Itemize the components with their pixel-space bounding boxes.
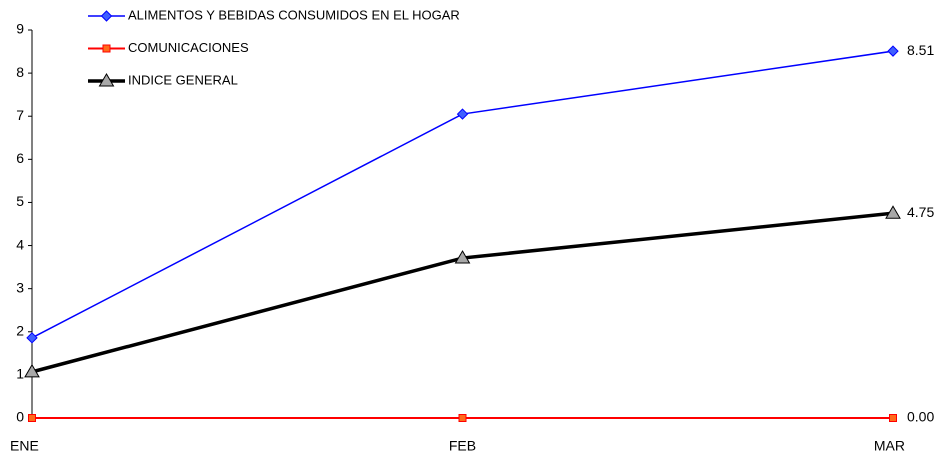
data-point [26,332,38,344]
legend-label: COMUNICACIONES [128,40,249,55]
y-tick-label: 6 [16,150,24,166]
data-point [28,414,36,422]
data-point [24,363,40,378]
data-point [885,205,901,219]
y-tick-label: 0 [16,409,24,425]
series-line [31,50,894,339]
y-tick-label: 5 [16,193,24,209]
series-line [31,211,894,374]
data-point [889,414,897,422]
legend-marker [98,73,115,87]
data-point [458,414,467,422]
y-tick-label: 3 [16,279,24,295]
x-tick-label: FEB [449,438,476,454]
y-tick-label: 9 [16,21,24,37]
data-point [456,108,469,120]
legend-label: INDICE GENERAL [128,72,238,87]
legend-marker [102,44,111,53]
data-label: 4.75 [907,204,934,220]
x-tick-label: MAR [874,438,905,454]
data-label: 8.51 [907,42,934,58]
y-tick-label: 7 [16,107,24,123]
data-point [887,45,899,57]
legend-marker [100,10,113,22]
x-tick-label: ENE [10,438,39,454]
legend-label: ALIMENTOS Y BEBIDAS CONSUMIDOS EN EL HOG… [128,7,460,22]
y-tick-label: 4 [16,236,24,252]
y-tick-label: 1 [16,366,24,382]
y-tick-label: 8 [16,64,24,80]
data-point [454,250,471,264]
data-label: 0.00 [907,409,934,425]
y-tick-label: 2 [16,322,24,338]
